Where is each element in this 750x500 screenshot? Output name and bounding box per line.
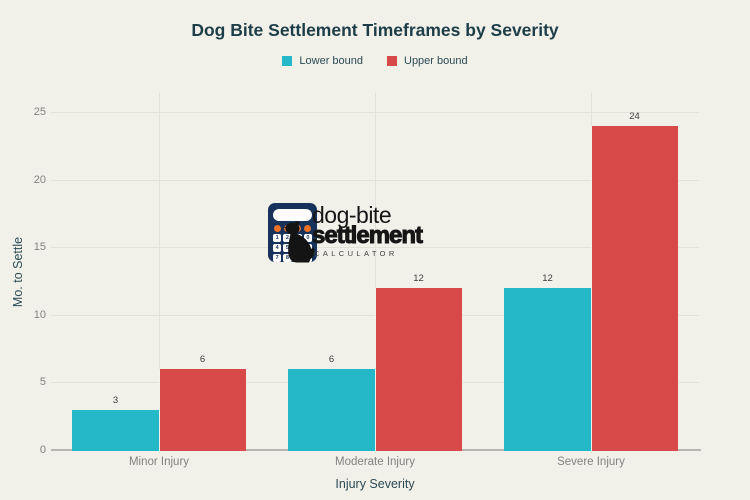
logo-text: dog-bite settlement CALCULATOR: [311, 202, 423, 259]
legend-item-upper-bound[interactable]: Upper bound: [387, 55, 468, 67]
logo-line-calculator: CALCULATOR: [314, 249, 398, 258]
legend-label: Lower bound: [299, 55, 363, 67]
bar-value-label: 3: [112, 394, 119, 406]
watermark-logo: 1230456789 dog-bite settlement CALCULATO…: [268, 203, 438, 265]
bar-upper-bound-severe-injury[interactable]: [591, 126, 678, 451]
bar-value-label: 6: [199, 354, 206, 365]
chart-title: Dog Bite Settlement Timeframes by Severi…: [191, 20, 559, 40]
calculator-key: 8: [283, 254, 292, 262]
bar-value-label: 6: [328, 354, 335, 365]
bar-lower-bound-severe-injury[interactable]: [504, 288, 591, 451]
calculator-key: 0: [303, 234, 312, 242]
legend-swatch: [282, 56, 293, 66]
calculator-key: 5: [283, 244, 292, 252]
y-axis-title: Mo. to Settle: [11, 236, 25, 308]
calculator-key-dot: [273, 225, 281, 232]
y-axis-tick-label: 10: [33, 308, 46, 321]
legend-label: Upper bound: [404, 55, 468, 67]
y-axis-tick-label: 0: [39, 443, 46, 456]
legend-swatch: [387, 56, 397, 66]
bar-lower-bound-moderate-injury[interactable]: [288, 369, 375, 451]
legend: Lower bound Upper bound: [0, 55, 750, 67]
calculator-key: 4: [273, 244, 282, 252]
gridline-vertical: [158, 93, 160, 450]
y-axis-tick-label: 20: [33, 173, 46, 186]
calculator-screen: [273, 209, 312, 221]
bar-upper-bound-moderate-injury[interactable]: [375, 288, 462, 451]
y-axis-tick-label: 15: [33, 241, 46, 253]
x-axis-tick-label: Moderate Injury: [335, 456, 415, 468]
x-axis-tick-label: Severe Injury: [557, 456, 625, 468]
bar-value-label: 12: [542, 273, 553, 284]
bar-value-label: 24: [629, 111, 640, 122]
bar-value-label: 12: [413, 273, 424, 284]
calculator-key: 2: [283, 234, 292, 242]
dog-silhouette-icon: [284, 221, 315, 263]
gridline-vertical: [374, 93, 376, 450]
calculator-key-dot: [304, 225, 312, 232]
calculator-key: 7: [273, 254, 282, 262]
logo-line-dog-bite: dog-bite: [312, 202, 392, 228]
y-axis-tick-label: 5: [39, 376, 46, 388]
legend-item-lower-bound[interactable]: Lower bound: [282, 55, 363, 67]
logo-line-settlement: settlement: [311, 222, 423, 249]
bar-upper-bound-minor-injury[interactable]: [159, 369, 246, 451]
x-axis-tick-label: Minor Injury: [128, 456, 190, 468]
bar-lower-bound-minor-injury[interactable]: [72, 409, 159, 451]
x-axis-title: Injury Severity: [335, 477, 415, 491]
y-axis-tick-label: 25: [33, 106, 46, 118]
calculator-key: 1: [273, 234, 282, 242]
